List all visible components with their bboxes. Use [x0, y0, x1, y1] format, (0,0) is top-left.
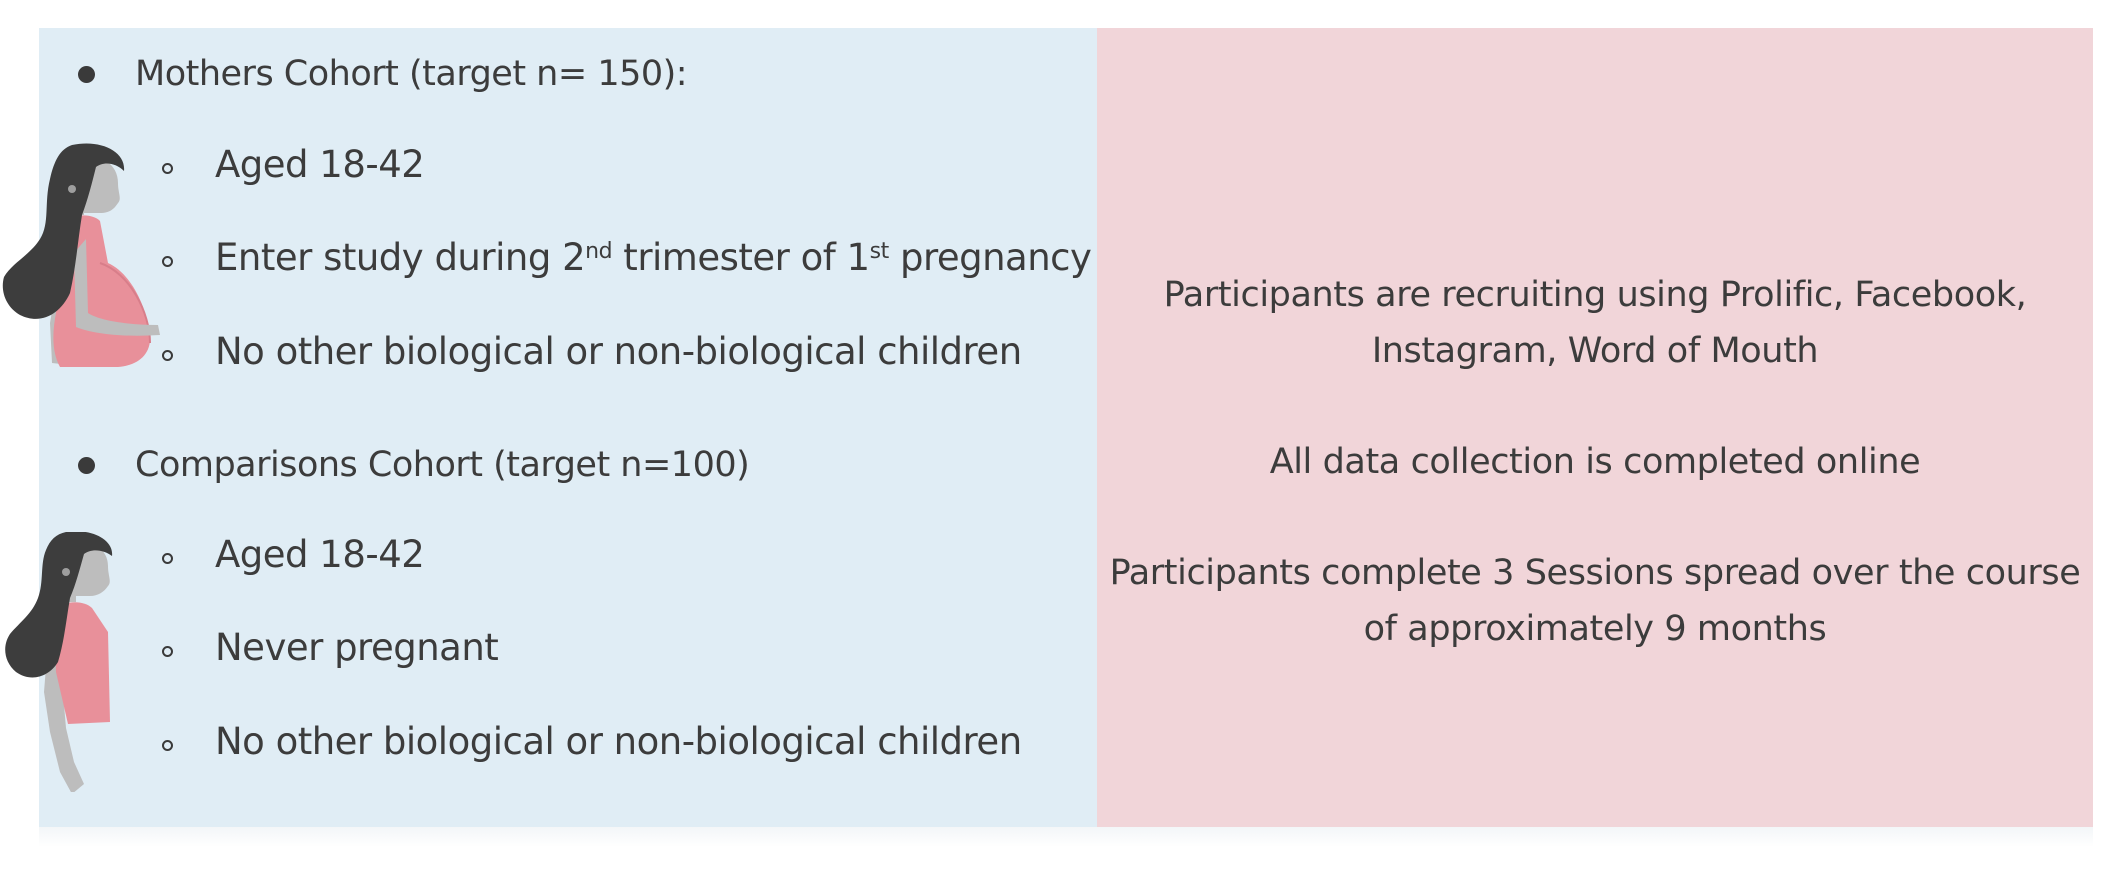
sessions-line-1: Participants complete 3 Sessions spread … — [1109, 553, 2081, 593]
mothers-timing-criterion: Enter study during 2nd trimester of 1st … — [215, 236, 1092, 280]
timing-text-pre: Enter study during 2 — [215, 236, 586, 279]
mothers-cohort-heading: Mothers Cohort (target n= 150): — [135, 54, 688, 94]
bullet-comparisons-age — [162, 553, 173, 564]
bullet-comparisons-pregnancy — [162, 646, 173, 657]
panel-shadow — [39, 827, 2093, 847]
timing-superscript-st: st — [869, 239, 890, 264]
comparisons-pregnancy-criterion: Never pregnant — [215, 626, 499, 669]
timing-superscript-nd: nd — [585, 239, 613, 264]
bullet-comparisons-children — [162, 740, 173, 751]
bullet-comparisons-cohort — [78, 457, 95, 474]
study-info-panel — [1097, 28, 2093, 827]
comparisons-cohort-heading: Comparisons Cohort (target n=100) — [135, 445, 750, 485]
timing-text-mid: trimester of 1 — [612, 236, 870, 279]
bullet-mothers-children — [162, 350, 173, 361]
bullet-mothers-age — [162, 163, 173, 174]
cohorts-panel — [39, 28, 1097, 827]
recruiting-line-2: Instagram, Word of Mouth — [1371, 331, 1819, 371]
woman-icon — [0, 531, 125, 796]
mothers-age-criterion: Aged 18-42 — [215, 143, 425, 186]
pregnant-woman-icon — [0, 143, 165, 377]
comparisons-children-criterion: No other biological or non-biological ch… — [215, 720, 1022, 763]
mothers-children-criterion: No other biological or non-biological ch… — [215, 330, 1022, 373]
recruiting-line-1: Participants are recruiting using Prolif… — [1163, 275, 2027, 315]
timing-text-post: pregnancy — [888, 236, 1092, 279]
online-collection-text: All data collection is completed online — [1269, 442, 1921, 482]
sessions-line-2: of approximately 9 months — [1363, 609, 1827, 649]
bullet-mothers-timing — [162, 256, 173, 267]
bullet-mothers-cohort — [78, 66, 95, 83]
comparisons-age-criterion: Aged 18-42 — [215, 533, 425, 576]
